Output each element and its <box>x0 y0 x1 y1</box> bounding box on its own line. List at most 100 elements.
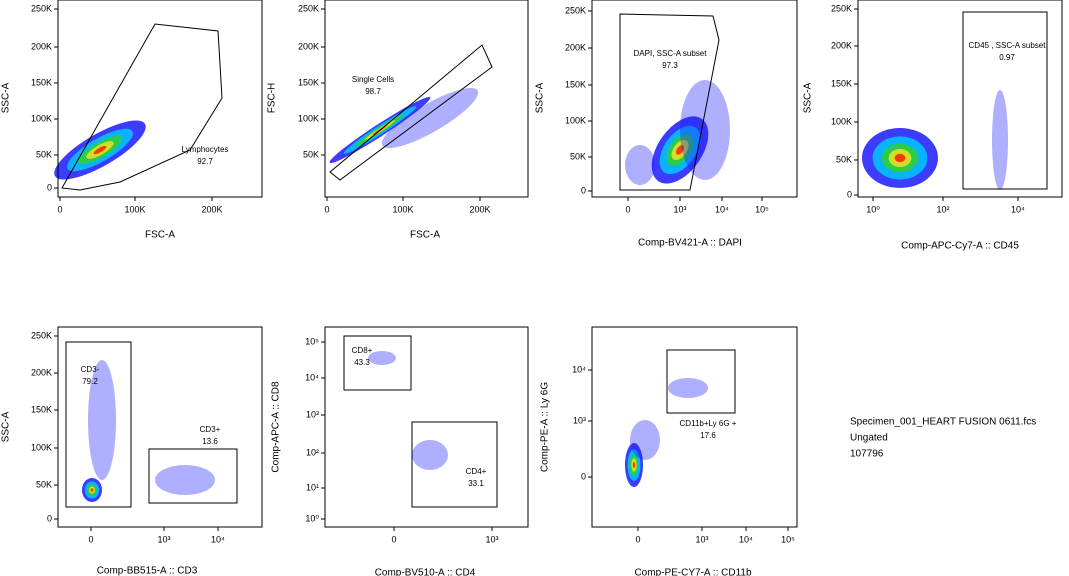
density-blob <box>668 378 708 398</box>
gate <box>962 11 1048 190</box>
y-tick-label: 10³ <box>306 409 319 419</box>
gate-name: Single Cells <box>352 75 394 84</box>
y-tick-label: 10⁵ <box>305 336 319 346</box>
x-axis-label: Comp-BV510-A :: CD4 <box>375 568 476 576</box>
x-axis-label: FSC-A <box>410 230 440 241</box>
y-tick-label: 150K <box>31 404 52 414</box>
x-tick-label: 0 <box>391 534 396 544</box>
y-tick-label: 150K <box>565 79 586 89</box>
y-tick-label: 50K <box>36 149 52 159</box>
y-tick-label: 250K <box>565 5 586 15</box>
file-name: Specimen_001_HEART FUSION 0611.fcs <box>850 417 1036 428</box>
density-blob <box>90 488 94 492</box>
gate <box>666 349 736 414</box>
gate-percent: 0.97 <box>999 53 1015 62</box>
plot: 0 50K 100K 150K 200K 250K 0 10³ 10⁴ 10⁵ Comp-BV421… <box>535 0 798 249</box>
x-tick-label: 10⁵ <box>781 534 795 544</box>
y-tick-label: 200K <box>831 40 852 50</box>
x-tick-label: 200K <box>469 204 490 214</box>
y-tick-label: 50K <box>36 479 52 489</box>
gate-percent: 79.2 <box>82 377 98 386</box>
x-tick-label: 10⁰ <box>866 204 880 214</box>
y-tick-label: 10² <box>306 447 319 457</box>
x-tick-label: 0 <box>625 204 630 214</box>
density-blob <box>93 145 107 155</box>
x-tick-label: 0 <box>635 534 640 544</box>
y-tick-label: 150K <box>298 77 319 87</box>
y-tick-label: 10⁴ <box>572 364 586 374</box>
gate-name: Lymphocytes <box>182 145 229 154</box>
plot-frame <box>57 326 263 528</box>
x-tick-label: 10³ <box>695 534 708 544</box>
x-axis-label: FSC-A <box>145 230 175 241</box>
gate-name: CD4+ <box>466 467 487 476</box>
y-axis-label: SSC-A <box>535 82 546 113</box>
x-axis-label: Comp-PE-CY7-A :: CD11b <box>634 568 752 576</box>
gate <box>61 23 223 191</box>
y-tick-label: 0 <box>47 182 52 192</box>
density-blob <box>381 87 479 149</box>
x-tick-label: 10⁴ <box>1011 204 1025 214</box>
x-tick-label: 200K <box>201 204 222 214</box>
y-tick-label: 250K <box>298 3 319 13</box>
gate <box>343 335 412 391</box>
gate-percent: 97.3 <box>662 61 678 70</box>
y-tick-label: 150K <box>31 77 52 87</box>
gate-name: CD11b+Ly 6G + <box>680 419 737 428</box>
x-tick-label: 10² <box>936 204 949 214</box>
plot: 50K 100K 150K 200K 250K 0 100K 200K FSC-A FSC-H Si… <box>267 0 529 241</box>
y-tick-label: 50K <box>303 149 319 159</box>
gate-name: CD8+ <box>352 346 373 355</box>
y-tick-label: 0 <box>847 189 852 199</box>
x-tick-label: 10³ <box>157 534 170 544</box>
density-blob <box>625 145 655 185</box>
density-blob <box>88 360 116 480</box>
y-tick-label: 0 <box>581 185 586 195</box>
gate-percent: 98.7 <box>365 87 381 96</box>
plot: 0 50K 100K 150K 200K 250K 0 100K 200K FSC-A SSC-A L… <box>1 0 263 241</box>
density-blob <box>630 420 660 460</box>
plot-frame <box>591 0 798 198</box>
y-tick-label: 0 <box>47 513 52 523</box>
y-tick-label: 250K <box>31 3 52 13</box>
x-tick-label: 0 <box>88 534 93 544</box>
gate-name: CD3- <box>81 365 100 374</box>
y-axis-label: Comp-PE-A :: Ly 6G <box>540 382 551 472</box>
gating-status: Ungated <box>850 433 888 444</box>
density-blob <box>680 80 730 180</box>
y-tick-label: 100K <box>831 116 852 126</box>
y-tick-label: 200K <box>31 41 52 51</box>
gate <box>411 421 498 508</box>
x-tick-label: 10⁴ <box>211 534 225 544</box>
y-tick-label: 10⁴ <box>305 372 319 382</box>
x-tick-label: 0 <box>324 204 329 214</box>
plot: 0 50K 100K 150K 200K 250K 0 10³ 10⁴ Comp-BB515-A … <box>1 326 263 576</box>
plot-frame <box>57 0 263 198</box>
y-tick-label: 50K <box>836 154 852 164</box>
y-tick-label: 100K <box>565 115 586 125</box>
gate-percent: 33.1 <box>468 479 484 488</box>
plot: 0 50K 100K 150K 200K 250K 10⁰ 10² 10⁴ Comp-APC-Cy… <box>803 0 1063 252</box>
x-axis-label: Comp-BB515-A :: CD3 <box>97 566 198 576</box>
gate-name: DAPI, SSC-A subset <box>634 49 708 58</box>
gate-percent: 43.3 <box>354 358 370 367</box>
y-tick-label: 10⁰ <box>305 513 319 523</box>
x-tick-label: 10³ <box>485 534 498 544</box>
gate-percent: 92.7 <box>197 157 213 166</box>
plot-frame <box>324 326 529 528</box>
y-tick-label: 10³ <box>573 415 586 425</box>
x-axis-label: Comp-APC-Cy7-A :: CD45 <box>901 241 1019 252</box>
y-axis-label: Comp-APC-A :: CD8 <box>271 381 282 473</box>
y-axis-label: FSC-H <box>267 83 278 114</box>
x-axis-label: Comp-BV421-A :: DAPI <box>638 238 742 249</box>
y-tick-label: 50K <box>570 151 586 161</box>
y-tick-label: 100K <box>298 113 319 123</box>
gate <box>65 341 132 508</box>
gate-percent: 17.6 <box>700 431 716 440</box>
gate-name: CD3+ <box>200 425 221 434</box>
gate-percent: 13.6 <box>202 437 218 446</box>
density-blob <box>412 440 448 470</box>
